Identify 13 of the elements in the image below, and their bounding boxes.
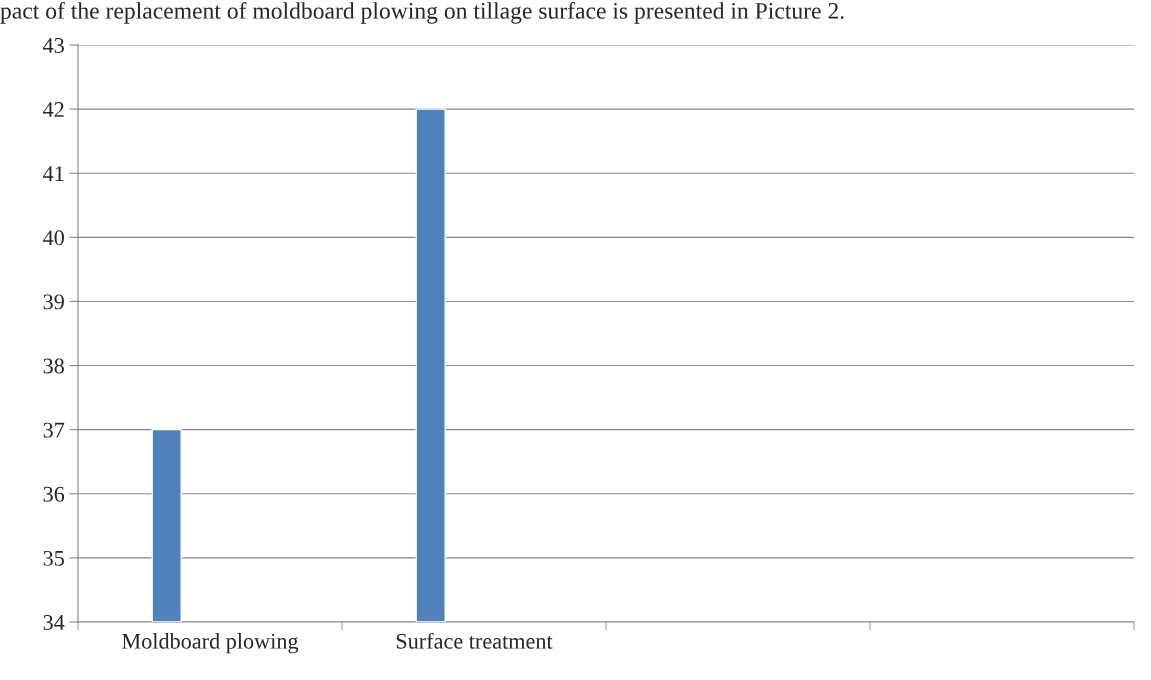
- y-tick-label: 42: [43, 102, 64, 117]
- y-tick-label: 34: [43, 614, 65, 630]
- y-tick-label: 41: [43, 166, 64, 181]
- x-tick-label: Moldboard plowing: [122, 633, 299, 654]
- y-tick-label: 38: [43, 358, 64, 374]
- y-tick-label: 39: [43, 294, 64, 310]
- x-tick-label: Surface treatment: [396, 632, 553, 649]
- text: pact of the replacement of moldboard plowing on tillage surface is presented in Picture 2.: [0, 2, 844, 24]
- y-tick-label: 43: [43, 37, 64, 53]
- y-tick-label: 40: [43, 230, 64, 246]
- y-tick-label: 36: [43, 486, 65, 502]
- y-tick-label: 37: [43, 422, 65, 438]
- y-tick-label: 35: [43, 550, 64, 566]
